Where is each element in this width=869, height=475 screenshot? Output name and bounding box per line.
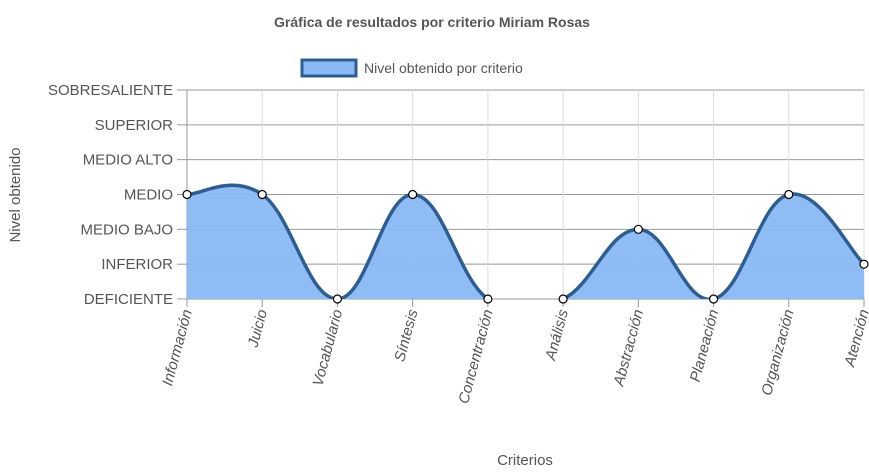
- x-tick-label: Síntesis: [391, 307, 421, 363]
- y-tick-label: MEDIO BAJO: [80, 221, 173, 238]
- data-point[interactable]: [257, 189, 267, 200]
- series-line: [187, 183, 864, 299]
- data-point[interactable]: [784, 189, 794, 200]
- y-tick-label: MEDIO: [124, 187, 173, 204]
- x-tick-label: Planeación: [687, 308, 723, 384]
- y-axis-ticks: DEFICIENTE INFERIOR MEDIO BAJO MEDIO MEDIO A…: [48, 82, 187, 308]
- data-point[interactable]: [483, 294, 493, 304]
- x-tick-label: Atención: [841, 308, 869, 370]
- x-tick-label: Organización: [758, 308, 797, 398]
- y-tick-label: SUPERIOR: [95, 117, 174, 134]
- series-points: [182, 189, 869, 304]
- series-area-fill: [187, 185, 864, 299]
- x-tick-label: Información: [159, 308, 196, 388]
- y-tick-label: INFERIOR: [101, 256, 173, 273]
- y-tick-label: DEFICIENTE: [84, 291, 173, 308]
- data-point[interactable]: [859, 259, 869, 269]
- y-tick-label: SOBRESALIENTE: [48, 82, 173, 99]
- series-area: [187, 183, 864, 299]
- x-tick-label: Análisis: [542, 307, 572, 363]
- x-axis-ticks: Información Juicio Vocabulario Síntesis Conc…: [159, 299, 869, 405]
- x-tick-label: Abstracción: [610, 308, 647, 389]
- chart-title: Gráfica de resultados por criterio Miria…: [274, 14, 590, 30]
- area-group: [187, 183, 864, 299]
- x-tick-label: Concentración: [455, 308, 496, 406]
- legend-label: Nivel obtenido por criterio: [364, 60, 523, 76]
- data-point[interactable]: [332, 294, 343, 304]
- y-tick-label: MEDIO ALTO: [83, 152, 173, 169]
- x-axis-label: Criterios: [497, 452, 553, 469]
- x-tick-label: Juicio: [244, 308, 271, 350]
- x-tick-label: Vocabulario: [310, 308, 347, 388]
- data-point[interactable]: [633, 224, 643, 234]
- data-point[interactable]: [408, 189, 418, 200]
- legend-swatch: [300, 58, 358, 78]
- data-point[interactable]: [558, 294, 568, 304]
- data-point[interactable]: [708, 294, 719, 304]
- legend[interactable]: Nivel obtenido por criterio: [300, 58, 523, 78]
- data-point[interactable]: [182, 189, 192, 200]
- y-axis-label: Nivel obtenido: [7, 147, 24, 242]
